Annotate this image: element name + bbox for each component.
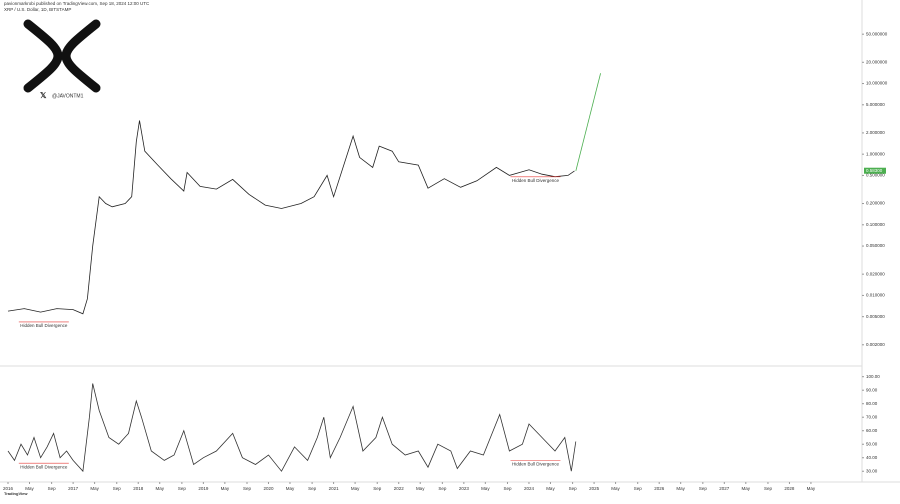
x-tick-label: Sep: [373, 486, 382, 491]
x-tick-label: 2027: [719, 486, 730, 491]
x-tick-label: Sep: [438, 486, 447, 491]
x-tick-label: Sep: [178, 486, 187, 491]
y-tick-label: 100.00: [866, 374, 880, 379]
x-tick-label: May: [416, 486, 425, 491]
y-tick-label: 80.00: [866, 401, 878, 406]
x-tick-label: May: [481, 486, 490, 491]
x-tick-label: 2017: [68, 486, 79, 491]
x-tick-label: 2023: [459, 486, 470, 491]
x-tick-label: Sep: [113, 486, 122, 491]
x-tick-label: May: [676, 486, 685, 491]
y-tick-label: 50.00: [866, 441, 878, 446]
annotation: Hidden Bull Divergence: [512, 178, 560, 183]
y-tick-label: 50.000000: [866, 31, 888, 36]
symbol: XRP / U.S. Dollar, 1D, BITSTAMP: [4, 7, 71, 12]
annotation: Hidden Bull Divergence: [20, 323, 68, 328]
x-tick-label: May: [90, 486, 99, 491]
footer: TradingView: [4, 491, 28, 496]
y-tick-label: 0.020000: [866, 271, 885, 276]
y-tick-label: 0.050000: [866, 243, 885, 248]
annotation: Hidden Bull Divergence: [512, 462, 560, 467]
x-tick-label: Sep: [764, 486, 773, 491]
x-tick-label: May: [155, 486, 164, 491]
x-tick-label: Sep: [503, 486, 512, 491]
x-tick-label: May: [742, 486, 751, 491]
x-tick-label: Sep: [699, 486, 708, 491]
y-tick-label: 20.000000: [866, 59, 888, 64]
x-tick-label: Sep: [569, 486, 578, 491]
y-tick-label: 5.000000: [866, 102, 885, 107]
x-tick-label: Sep: [48, 486, 57, 491]
x-tick-label: 2019: [198, 486, 209, 491]
x-tick-label: Sep: [634, 486, 643, 491]
y-tick-label: 0.002000: [866, 342, 885, 347]
x-tick-label: May: [286, 486, 295, 491]
y-tick-label: 10.000000: [866, 81, 888, 86]
x-tick-label: May: [351, 486, 360, 491]
price-line: [7, 383, 577, 473]
logo-x: 𝕏: [40, 91, 47, 100]
x-tick-label: 2018: [133, 486, 144, 491]
x-tick-label: May: [546, 486, 555, 491]
x-tick-label: 2025: [589, 486, 600, 491]
y-tick-label: 30.00: [866, 468, 878, 473]
y-tick-label: 90.00: [866, 387, 878, 392]
y-tick-label: 0.200000: [866, 201, 885, 206]
y-tick-label: 40.00: [866, 455, 878, 460]
x-tick-label: May: [25, 486, 34, 491]
x-tick-label: May: [807, 486, 816, 491]
annotation: Hidden Bull Divergence: [20, 464, 68, 469]
x-tick-label: May: [611, 486, 620, 491]
logo-stroke: [61, 19, 101, 93]
last-price-box: [864, 167, 886, 174]
y-tick-label: 2.000000: [866, 130, 885, 135]
x-tick-label: Sep: [243, 486, 252, 491]
x-tick-label: 2024: [524, 486, 535, 491]
logo-stroke: [23, 19, 63, 93]
x-tick-label: 2026: [654, 486, 665, 491]
logo: [23, 19, 101, 93]
y-tick-label: 1.000000: [866, 151, 885, 156]
y-tick-label: 0.500000: [866, 173, 885, 178]
projection: [575, 73, 601, 171]
x-tick-label: Sep: [308, 486, 317, 491]
x-tick-label: 2021: [329, 486, 340, 491]
x-tick-label: 2016: [3, 486, 14, 491]
y-tick-label: 0.100000: [866, 222, 885, 227]
x-tick-label: May: [221, 486, 230, 491]
last-price-label: 0.58300: [866, 168, 883, 173]
x-tick-label: 2022: [394, 486, 405, 491]
y-tick-label: 60.00: [866, 428, 878, 433]
y-tick-label: 0.005000: [866, 314, 885, 319]
handle: @JAVONTM1: [52, 93, 84, 99]
price-line: [7, 120, 575, 315]
publisher: pavionmarkrobi published on TradingView.…: [4, 1, 150, 6]
x-tick-label: 2028: [784, 486, 795, 491]
y-tick-label: 70.00: [866, 414, 878, 419]
x-tick-label: 2020: [263, 486, 274, 491]
y-tick-label: 0.010000: [866, 293, 885, 298]
